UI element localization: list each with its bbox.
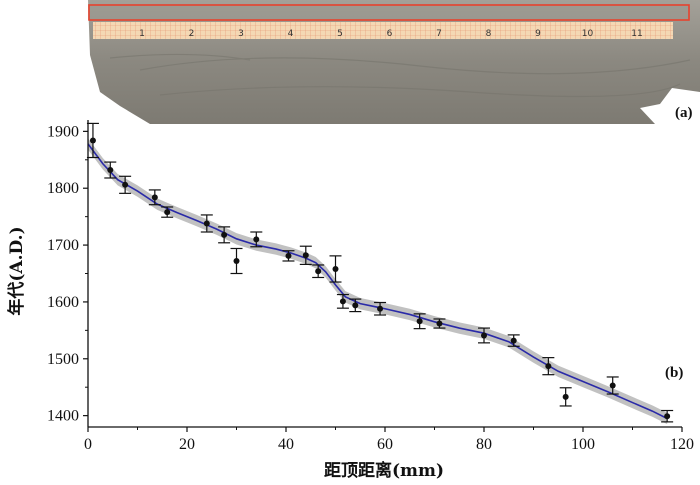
- data-point: [233, 257, 240, 264]
- data-point: [416, 318, 423, 325]
- tape-number: 9: [535, 29, 541, 39]
- tape-number: 1: [139, 29, 145, 39]
- x-tick-label: 60: [377, 436, 393, 453]
- data-point: [352, 302, 359, 309]
- x-axis-title: 距顶距离(mm): [324, 460, 444, 481]
- data-point: [315, 268, 322, 275]
- data-point: [89, 137, 96, 144]
- data-point: [164, 209, 171, 216]
- y-axis-title: 年代(A.D.): [6, 226, 27, 315]
- highlight-box: [88, 4, 690, 21]
- x-tick-label: 100: [571, 436, 595, 453]
- confidence-band: [88, 138, 668, 425]
- data-point: [151, 194, 158, 201]
- tape-number: 11: [631, 29, 642, 39]
- data-point: [122, 181, 129, 188]
- data-point: [221, 231, 228, 238]
- tape-number: 6: [387, 29, 393, 39]
- tape-number: 10: [582, 29, 594, 39]
- data-point: [302, 252, 309, 259]
- data-point: [285, 252, 292, 259]
- tape-number: 4: [288, 29, 294, 39]
- data-point: [253, 236, 260, 243]
- data-point: [203, 220, 210, 227]
- age-model-line: [87, 143, 668, 420]
- y-tick-label: 1800: [47, 180, 79, 197]
- tape-number: 3: [238, 29, 244, 39]
- data-point: [377, 305, 384, 312]
- data-point: [609, 382, 616, 389]
- data-point: [332, 265, 339, 272]
- tape-scale-numbers: 1 2 3 4 5 6 7 8 9 10 11: [139, 29, 643, 39]
- data-point: [545, 363, 552, 370]
- sample-top-strip: [88, 4, 690, 20]
- panel-label-a: (a): [675, 105, 693, 121]
- y-tick-label: 1900: [47, 123, 79, 140]
- data-point: [510, 337, 517, 344]
- tape-number: 2: [189, 29, 195, 39]
- x-tick-label: 0: [84, 436, 92, 453]
- x-tick-label: 40: [278, 436, 294, 453]
- y-tick-label: 1400: [47, 408, 79, 425]
- data-point: [562, 393, 569, 400]
- rock-texture: [109, 53, 691, 98]
- measuring-tape-grid: [93, 22, 673, 39]
- data-point: [339, 298, 346, 305]
- data-point: [436, 320, 443, 327]
- tape-number: 5: [337, 29, 343, 39]
- x-tick-label: 20: [179, 436, 195, 453]
- data-point: [664, 413, 671, 420]
- x-tick-label: 120: [670, 436, 694, 453]
- sample-photo: 1 2 3 4 5 6 7 8 9 10 11: [88, 0, 700, 124]
- tape-number: 7: [436, 29, 442, 39]
- y-tick-label: 1500: [47, 351, 79, 368]
- x-tick-label: 80: [476, 436, 492, 453]
- data-point: [481, 332, 487, 339]
- tape-number: 8: [486, 29, 492, 39]
- y-tick-label: 1600: [47, 294, 79, 311]
- y-tick-label: 1700: [47, 237, 79, 254]
- data-point: [107, 167, 114, 174]
- panel-label-b: (b): [665, 365, 684, 381]
